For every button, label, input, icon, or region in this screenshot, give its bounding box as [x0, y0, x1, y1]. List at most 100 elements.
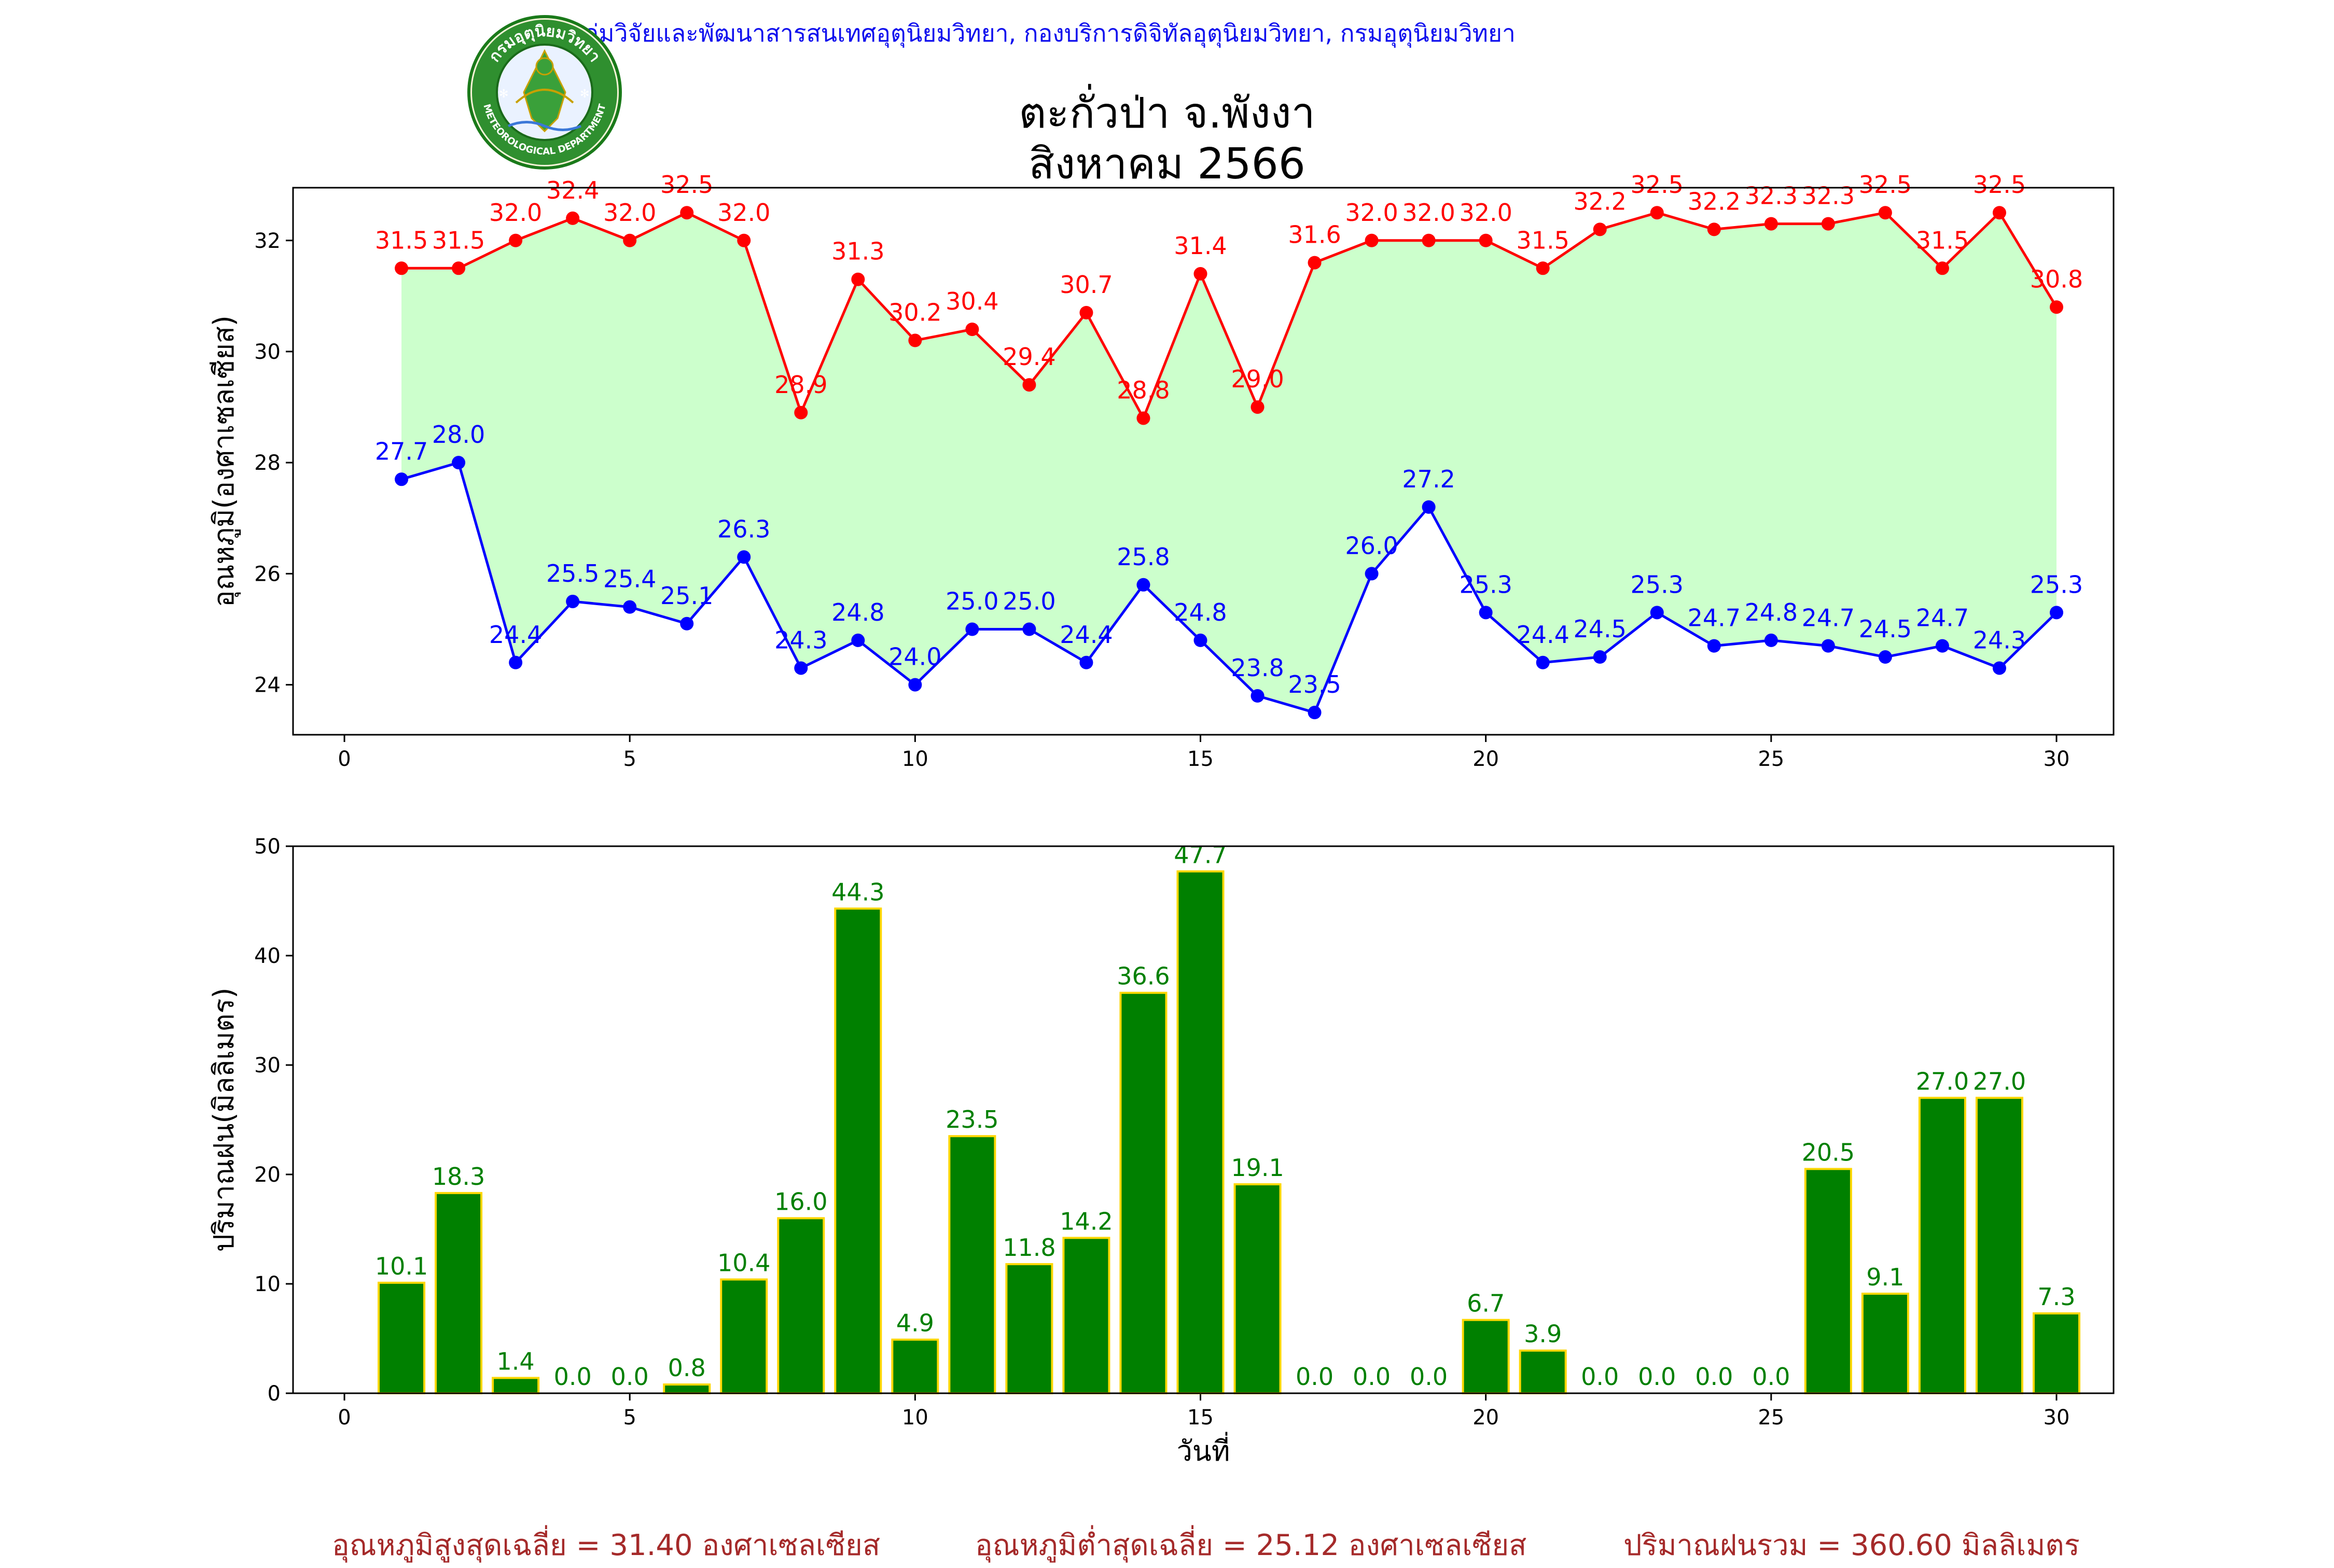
rain-bar-label: 20.5 — [1802, 1138, 1855, 1166]
min-temperature-label: 25.4 — [603, 565, 656, 593]
rain-bar-label: 16.0 — [774, 1187, 827, 1215]
max-temperature-point — [1821, 217, 1835, 231]
y-tick-label: 32 — [254, 229, 281, 253]
rain-bar-label: 0.0 — [1296, 1363, 1333, 1391]
max-temperature-point — [908, 333, 922, 347]
min-temperature-label: 25.3 — [1631, 570, 1684, 598]
max-temperature-point — [1251, 400, 1265, 414]
max-temperature-label: 31.5 — [1916, 226, 1969, 254]
min-temperature-point — [1650, 606, 1664, 620]
x-tick-label: 10 — [902, 1406, 928, 1430]
min-temperature-point — [1536, 655, 1550, 669]
rain-bar — [777, 1217, 825, 1394]
max-temperature-label: 31.6 — [1288, 221, 1341, 249]
max-temperature-point — [509, 233, 523, 247]
min-temperature-label: 24.0 — [888, 643, 941, 671]
rain-bar-label: 19.1 — [1231, 1154, 1284, 1182]
max-temperature-label: 29.0 — [1231, 365, 1284, 393]
max-temperature-label: 32.0 — [1345, 199, 1398, 227]
max-temperature-label: 29.4 — [1003, 343, 1055, 371]
min-temperature-label: 24.8 — [1174, 598, 1227, 626]
min-temperature-point — [1593, 650, 1607, 664]
max-temperature-point — [395, 261, 409, 275]
min-temperature-label: 26.3 — [717, 515, 770, 543]
min-temperature-point — [1251, 689, 1265, 703]
min-temperature-point — [1079, 655, 1093, 669]
x-tick-label: 5 — [623, 1406, 636, 1430]
rain-bar-label: 10.1 — [375, 1252, 428, 1280]
y-tick-label: 28 — [254, 451, 281, 475]
rain-bar — [834, 907, 882, 1394]
rain-bar-label: 0.0 — [1695, 1363, 1733, 1391]
rain-bar-label: 1.4 — [497, 1347, 535, 1375]
min-temperature-point — [908, 678, 922, 692]
average-min-temperature: อุณหภูมิต่ำสุดเฉลี่ย = 25.12 องศาเซลเซีย… — [975, 1529, 1527, 1562]
temperature-range-fill — [401, 213, 2057, 713]
min-temperature-point — [452, 456, 466, 470]
min-temperature-label: 24.8 — [831, 598, 884, 626]
rain-bar — [1804, 1168, 1852, 1394]
rain-bar-label: 36.6 — [1117, 962, 1170, 990]
period-label: สิงหาคม 2566 — [1029, 139, 1305, 189]
min-temperature-label: 24.4 — [489, 621, 542, 649]
max-temperature-point — [1479, 233, 1493, 247]
y-tick-label: 24 — [254, 674, 281, 697]
min-temperature-label: 24.7 — [1688, 604, 1741, 632]
min-temperature-label: 25.0 — [1003, 587, 1055, 615]
max-temperature-point — [1136, 411, 1150, 425]
total-rainfall: ปริมาณฝนรวม = 360.60 มิลลิเมตร — [1623, 1529, 2080, 1562]
rain-bar-label: 27.0 — [1973, 1067, 2026, 1095]
rain-bar — [1119, 991, 1168, 1394]
max-temperature-label: 32.5 — [1631, 171, 1684, 199]
max-temperature-label: 32.3 — [1745, 182, 1798, 210]
max-temperature-label: 28.9 — [774, 371, 827, 399]
y-tick-label: 30 — [254, 1054, 281, 1077]
max-temperature-point — [452, 261, 466, 275]
min-temperature-point — [1422, 500, 1436, 514]
max-temperature-label: 32.0 — [1459, 199, 1512, 227]
max-temperature-label: 31.3 — [831, 237, 884, 265]
rain-bar — [378, 1281, 426, 1394]
min-temperature-point — [794, 661, 808, 675]
chart-title: ตะกั่วป่า จ.พังงา สิงหาคม 2566 — [0, 88, 2334, 190]
max-temperature-label: 32.3 — [1802, 182, 1855, 210]
max-temperature-point — [965, 323, 979, 337]
y-tick-label: 10 — [254, 1272, 281, 1296]
min-temperature-label: 25.5 — [546, 559, 599, 587]
max-temperature-line — [401, 211, 2058, 422]
min-temperature-label: 24.3 — [1973, 626, 2026, 654]
min-temperature-point — [1479, 606, 1493, 620]
rain-bar — [1462, 1319, 1510, 1394]
max-temperature-point — [566, 211, 580, 225]
svg-text:✻: ✻ — [499, 88, 508, 101]
min-temperature-point — [965, 622, 979, 636]
min-temperature-point — [2049, 606, 2063, 620]
max-temperature-point — [851, 272, 865, 286]
rain-bar-label: 14.2 — [1060, 1207, 1113, 1235]
max-temperature-label: 30.8 — [2030, 265, 2083, 293]
rainfall-plot-frame — [292, 845, 2115, 1394]
rain-bar — [1861, 1292, 1909, 1394]
min-temperature-label: 26.0 — [1345, 531, 1398, 559]
x-tick-label: 20 — [1472, 747, 1499, 771]
max-temperature-point — [1707, 222, 1721, 236]
rain-bar-label: 7.3 — [2037, 1283, 2075, 1311]
rain-bar-label: 0.0 — [1410, 1363, 1448, 1391]
rain-bar — [720, 1278, 768, 1395]
rain-bar — [1519, 1349, 1567, 1394]
x-axis-label: วันที่ — [1177, 1432, 1230, 1467]
temperature-plot-frame — [292, 187, 2115, 736]
min-temperature-label: 23.5 — [1288, 670, 1341, 698]
min-temperature-point — [680, 617, 694, 631]
min-temperature-point — [1935, 639, 1949, 653]
max-temperature-point — [1079, 305, 1093, 319]
y-axis-label: อุณหภูมิ(องศาเซลเซียส) — [207, 315, 241, 607]
department-header: กลุ่มวิจัยและพัฒนาสารสนเทศอุตุนิยมวิทยา,… — [569, 19, 1516, 47]
x-tick-label: 15 — [1187, 1406, 1214, 1430]
rain-bar — [1062, 1237, 1110, 1394]
max-temperature-label: 32.0 — [489, 199, 542, 227]
min-temperature-label: 24.3 — [774, 626, 827, 654]
max-temperature-point — [1193, 267, 1207, 281]
min-temperature-point — [1992, 661, 2006, 675]
rain-bar-label: 0.0 — [1353, 1363, 1391, 1391]
